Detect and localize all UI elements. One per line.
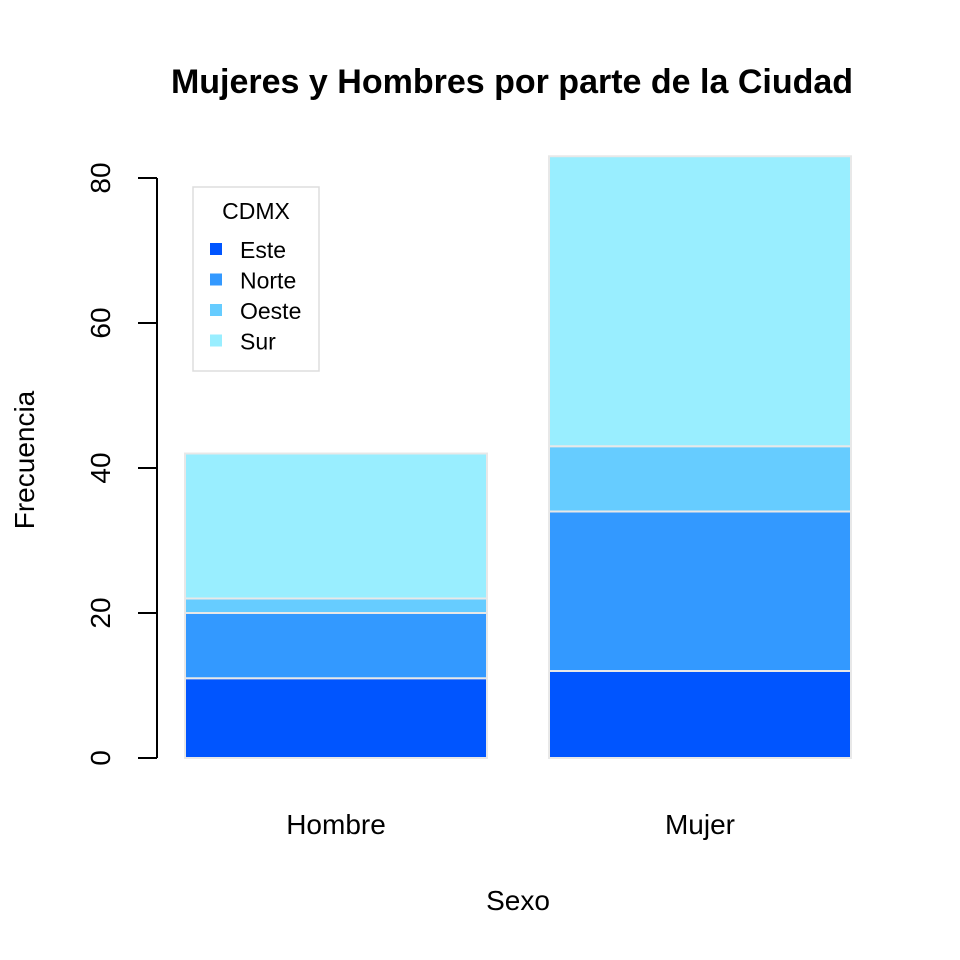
y-tick-label: 0 — [85, 750, 116, 766]
legend-title: CDMX — [222, 198, 290, 224]
bar-segment-mujer-oeste — [548, 445, 852, 513]
legend-label-sur: Sur — [240, 329, 276, 355]
bar-segment-hombre-norte — [184, 612, 488, 680]
legend-swatch-oeste — [210, 304, 222, 316]
y-axis-label: Frecuencia — [9, 390, 40, 529]
y-tick-label: 60 — [85, 307, 116, 338]
legend-label-oeste: Oeste — [240, 298, 301, 324]
bar-segment-mujer-este — [548, 670, 852, 759]
legend-swatch-sur — [210, 334, 222, 347]
x-axis-tick-labels: Hombre Mujer — [286, 809, 735, 840]
legend-label-norte: Norte — [240, 268, 296, 294]
y-tick-label: 80 — [85, 162, 116, 193]
y-tick-label: 20 — [85, 597, 116, 628]
x-axis-label: Sexo — [486, 885, 550, 916]
legend-swatch-norte — [210, 273, 222, 286]
bar-segment-mujer-norte — [548, 510, 852, 672]
legend-items: Este Norte Oeste Sur — [210, 237, 301, 355]
bars-layer — [184, 155, 852, 759]
bar-segment-mujer-sur — [548, 155, 852, 448]
legend-label-este: Este — [240, 237, 286, 263]
x-tick-label-mujer: Mujer — [665, 809, 735, 840]
bar-segment-hombre-oeste — [184, 597, 488, 614]
chart-title: Mujeres y Hombres por parte de la Ciudad — [171, 63, 853, 101]
legend-swatch-este — [210, 243, 222, 255]
legend: CDMX Este Norte Oeste Sur — [192, 186, 320, 372]
bar-segment-hombre-este — [184, 677, 488, 759]
x-tick-label-hombre: Hombre — [286, 809, 386, 840]
y-tick-label: 40 — [85, 452, 116, 483]
y-axis: 0 20 40 60 80 — [85, 162, 158, 766]
bar-segment-hombre-sur — [184, 452, 488, 600]
